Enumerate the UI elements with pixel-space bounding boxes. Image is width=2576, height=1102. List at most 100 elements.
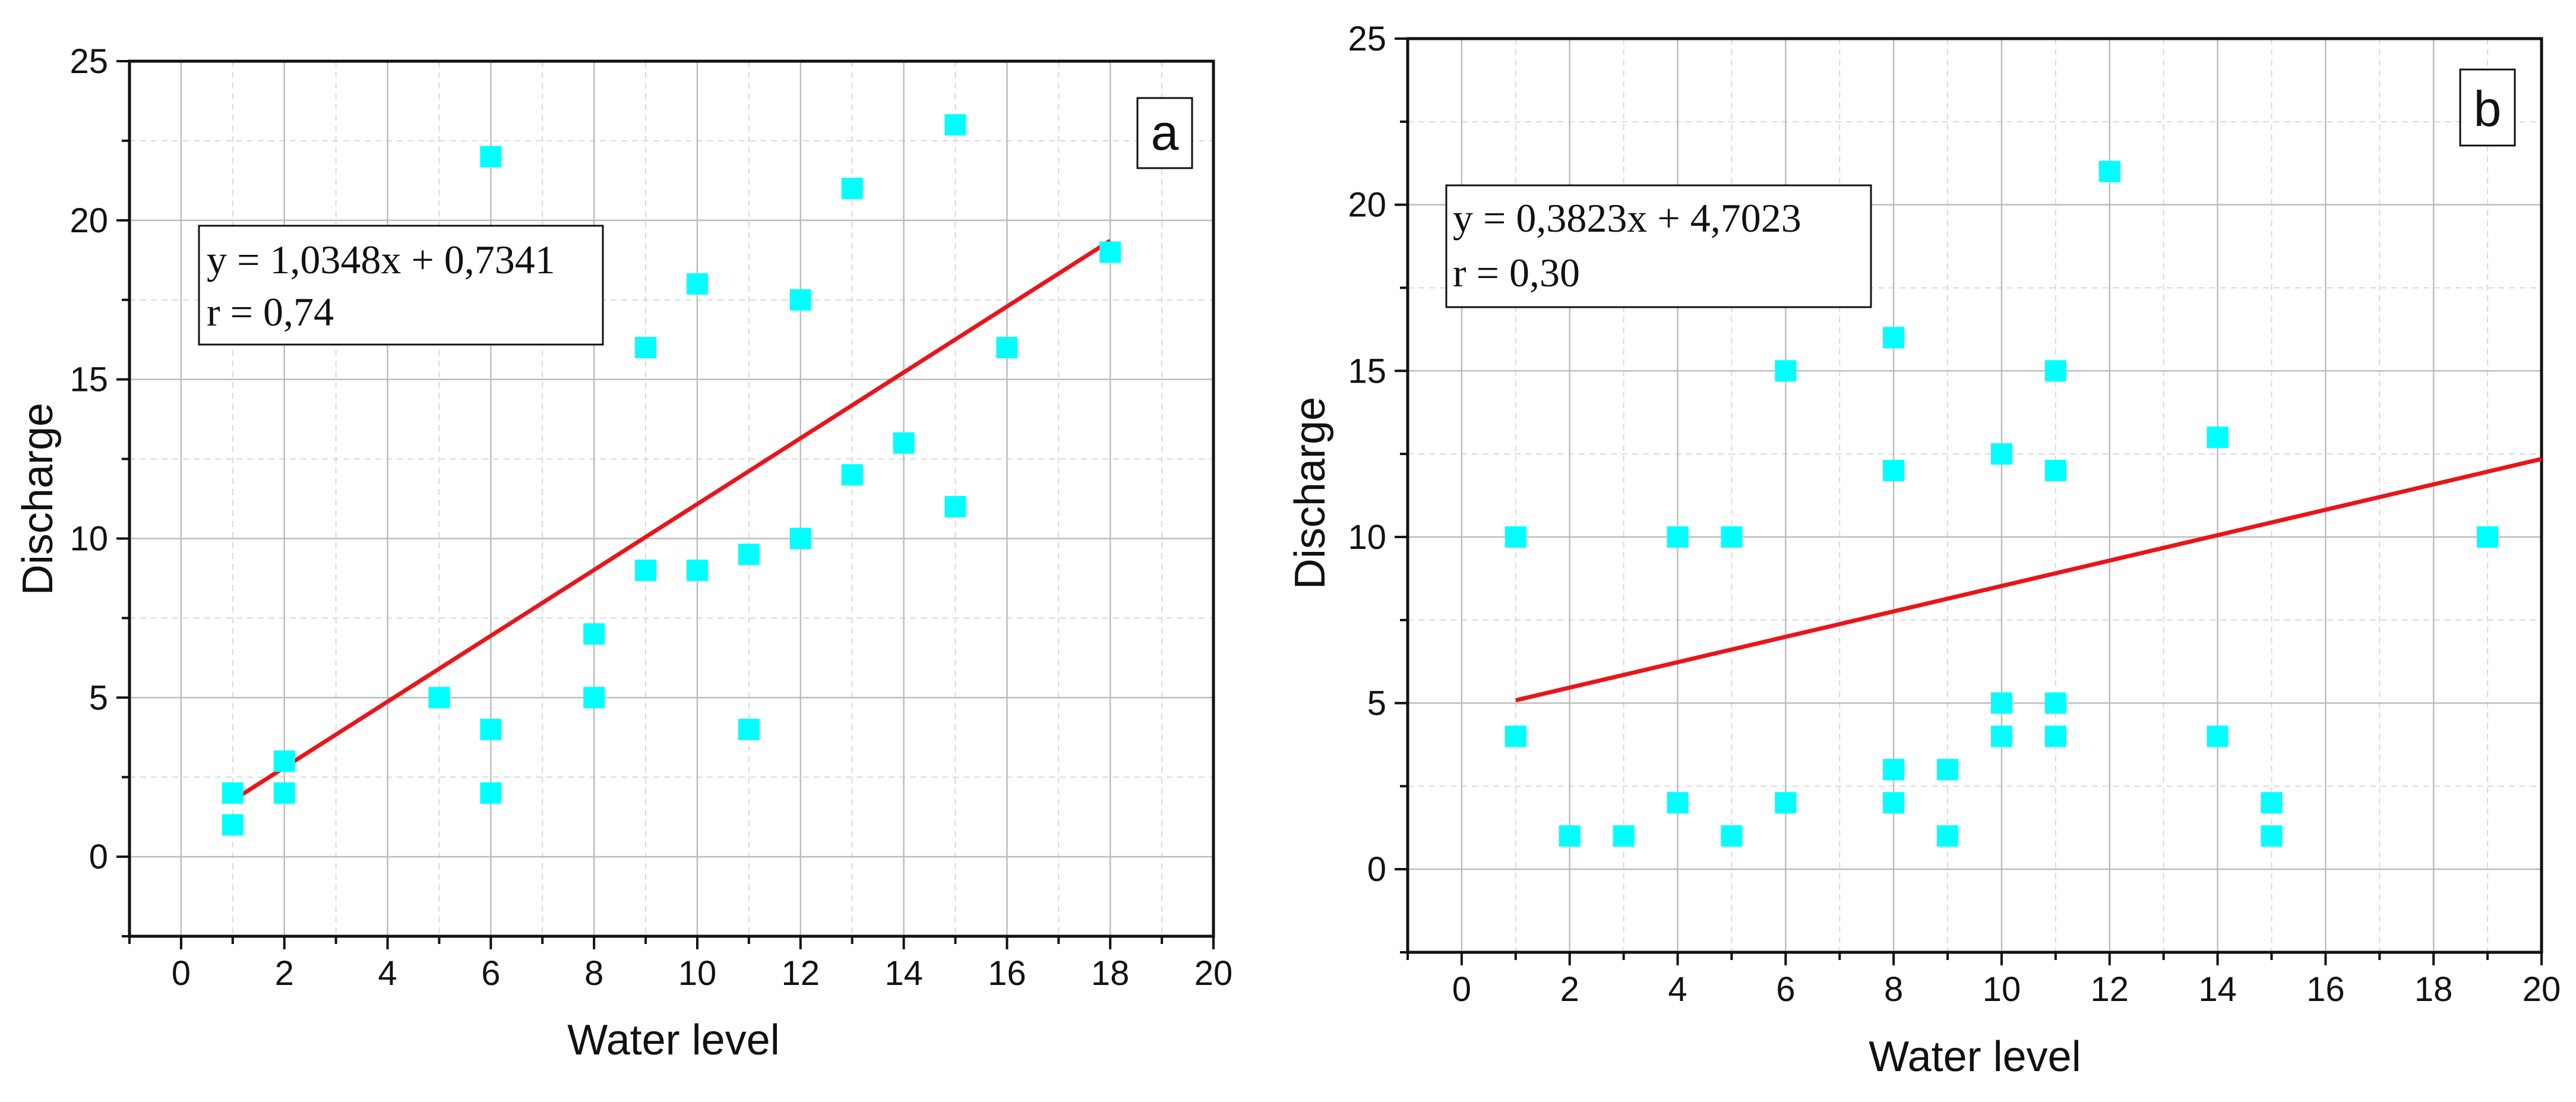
chart-panel-a: 0 2 4 6 8 10 12 14 16 18 20 0 5 10 15 20 25 y = 1,0348x… [14,42,1232,1064]
y-tick-label-b: 5 [1367,684,1386,723]
y-tick-labels-b: 0 5 10 15 20 25 [1348,20,1386,889]
data-point-b [1937,825,1959,847]
data-point-b [1613,825,1635,847]
data-point-b [1667,526,1689,548]
data-point-b [1775,792,1797,814]
data-point-a [635,337,657,359]
data-point-b [1937,759,1959,781]
y-axis-title-b: Discharge [1287,397,1334,589]
y-tick-label-b: 25 [1348,20,1386,58]
data-point-b [1721,526,1743,548]
data-point-b [1504,725,1526,747]
data-point-b [2044,460,2066,482]
y-tick-label-a: 15 [69,361,108,399]
data-point-b [1883,759,1905,781]
data-point-b [1883,460,1905,482]
fit-line-group-b [1515,457,2542,703]
regression-line-a [231,239,1112,803]
data-point-a [635,560,657,582]
data-point-b [1990,692,2012,714]
y-tick-label-b: 10 [1348,518,1386,557]
axis-frame-b [1406,37,2543,954]
data-point-b [2044,692,2066,714]
data-point-b [1667,792,1689,814]
y-axis-title-a: Discharge [14,403,62,595]
data-point-b [1559,825,1581,847]
data-point-a [583,623,605,645]
data-point-b [2261,825,2283,847]
data-point-a [944,495,966,517]
data-point-b [2261,792,2283,814]
x-tick-label-a: 14 [884,954,923,993]
ticks-b [1395,37,2543,965]
y-tick-label-b: 20 [1348,186,1386,225]
x-tick-label-b: 0 [1452,970,1471,1009]
equation-box-frame-a [198,225,604,346]
data-point-a [841,178,863,200]
equation-text-b: y = 0,3823x + 4,7023 [1453,195,1801,241]
equation-box-frame-b [1445,184,1872,308]
data-point-b [1990,725,2012,747]
x-tick-label-b: 4 [1668,970,1687,1009]
x-tick-label-b: 8 [1884,970,1903,1009]
y-tick-label-a: 25 [69,42,108,81]
x-tick-label-a: 16 [988,954,1026,993]
x-axis-title-b: Water level [1869,1033,2081,1081]
fit-line-group-a [231,239,1112,803]
y-tick-label-b: 15 [1348,352,1386,390]
panel-label-frame-a [1136,97,1193,169]
equation-box-a: y = 1,0348x + 0,7341 r = 0,74 [198,225,604,346]
r-value-text-b: r = 0,30 [1453,250,1580,295]
data-point-a [583,687,605,709]
axis-frame-a [128,59,1215,938]
x-tick-label-a: 18 [1091,954,1130,993]
plot-frame-a [128,59,1215,938]
x-tick-label-b: 10 [1983,970,2021,1009]
y-tick-label-a: 10 [69,519,108,558]
data-point-a [738,718,760,740]
x-tick-label-b: 20 [2523,970,2561,1009]
data-point-b [1721,825,1743,847]
data-point-b [1504,526,1526,548]
x-tick-label-b: 12 [2091,970,2129,1009]
data-point-a [1099,241,1121,263]
scatter-points-b [1504,160,2499,847]
x-tick-label-a: 2 [275,954,294,993]
regression-line-b [1515,457,2542,703]
x-tick-label-a: 4 [378,954,397,993]
y-tick-label-a: 20 [69,201,108,240]
panel-label-a: a [1151,105,1179,160]
data-point-a [738,544,760,566]
data-point-b [1883,327,1905,349]
data-point-b [2207,725,2229,747]
data-point-a [996,337,1018,359]
panel-label-box-a: a [1136,97,1193,169]
data-point-b [2477,526,2499,548]
plot-frame-b [1406,37,2543,954]
data-point-a [273,750,295,772]
ticks-a [116,60,1215,949]
data-point-b [1990,443,2012,465]
x-tick-labels-b: 0 2 4 6 8 10 12 14 16 18 20 [1452,970,2561,1009]
x-tick-label-a: 10 [678,954,717,993]
equation-text-a: y = 1,0348x + 0,7341 [207,237,555,282]
data-point-a [789,289,811,311]
scatter-points-a [222,114,1121,836]
x-tick-label-a: 20 [1194,954,1233,993]
data-point-b [2098,160,2120,182]
data-point-b [2044,360,2066,382]
data-point-a [893,432,915,454]
x-tick-label-b: 6 [1776,970,1795,1009]
r-value-text-a: r = 0,74 [207,289,334,334]
data-point-a [222,814,244,836]
data-point-b [1775,360,1797,382]
data-point-a [273,782,295,804]
data-point-a [480,718,502,740]
data-point-b [1883,792,1905,814]
x-axis-title-a: Water level [567,1016,779,1064]
data-point-a [944,114,966,136]
x-tick-label-b: 2 [1560,970,1579,1009]
data-point-a [480,146,502,168]
x-tick-label-a: 6 [481,954,500,993]
data-point-b [2207,427,2229,449]
